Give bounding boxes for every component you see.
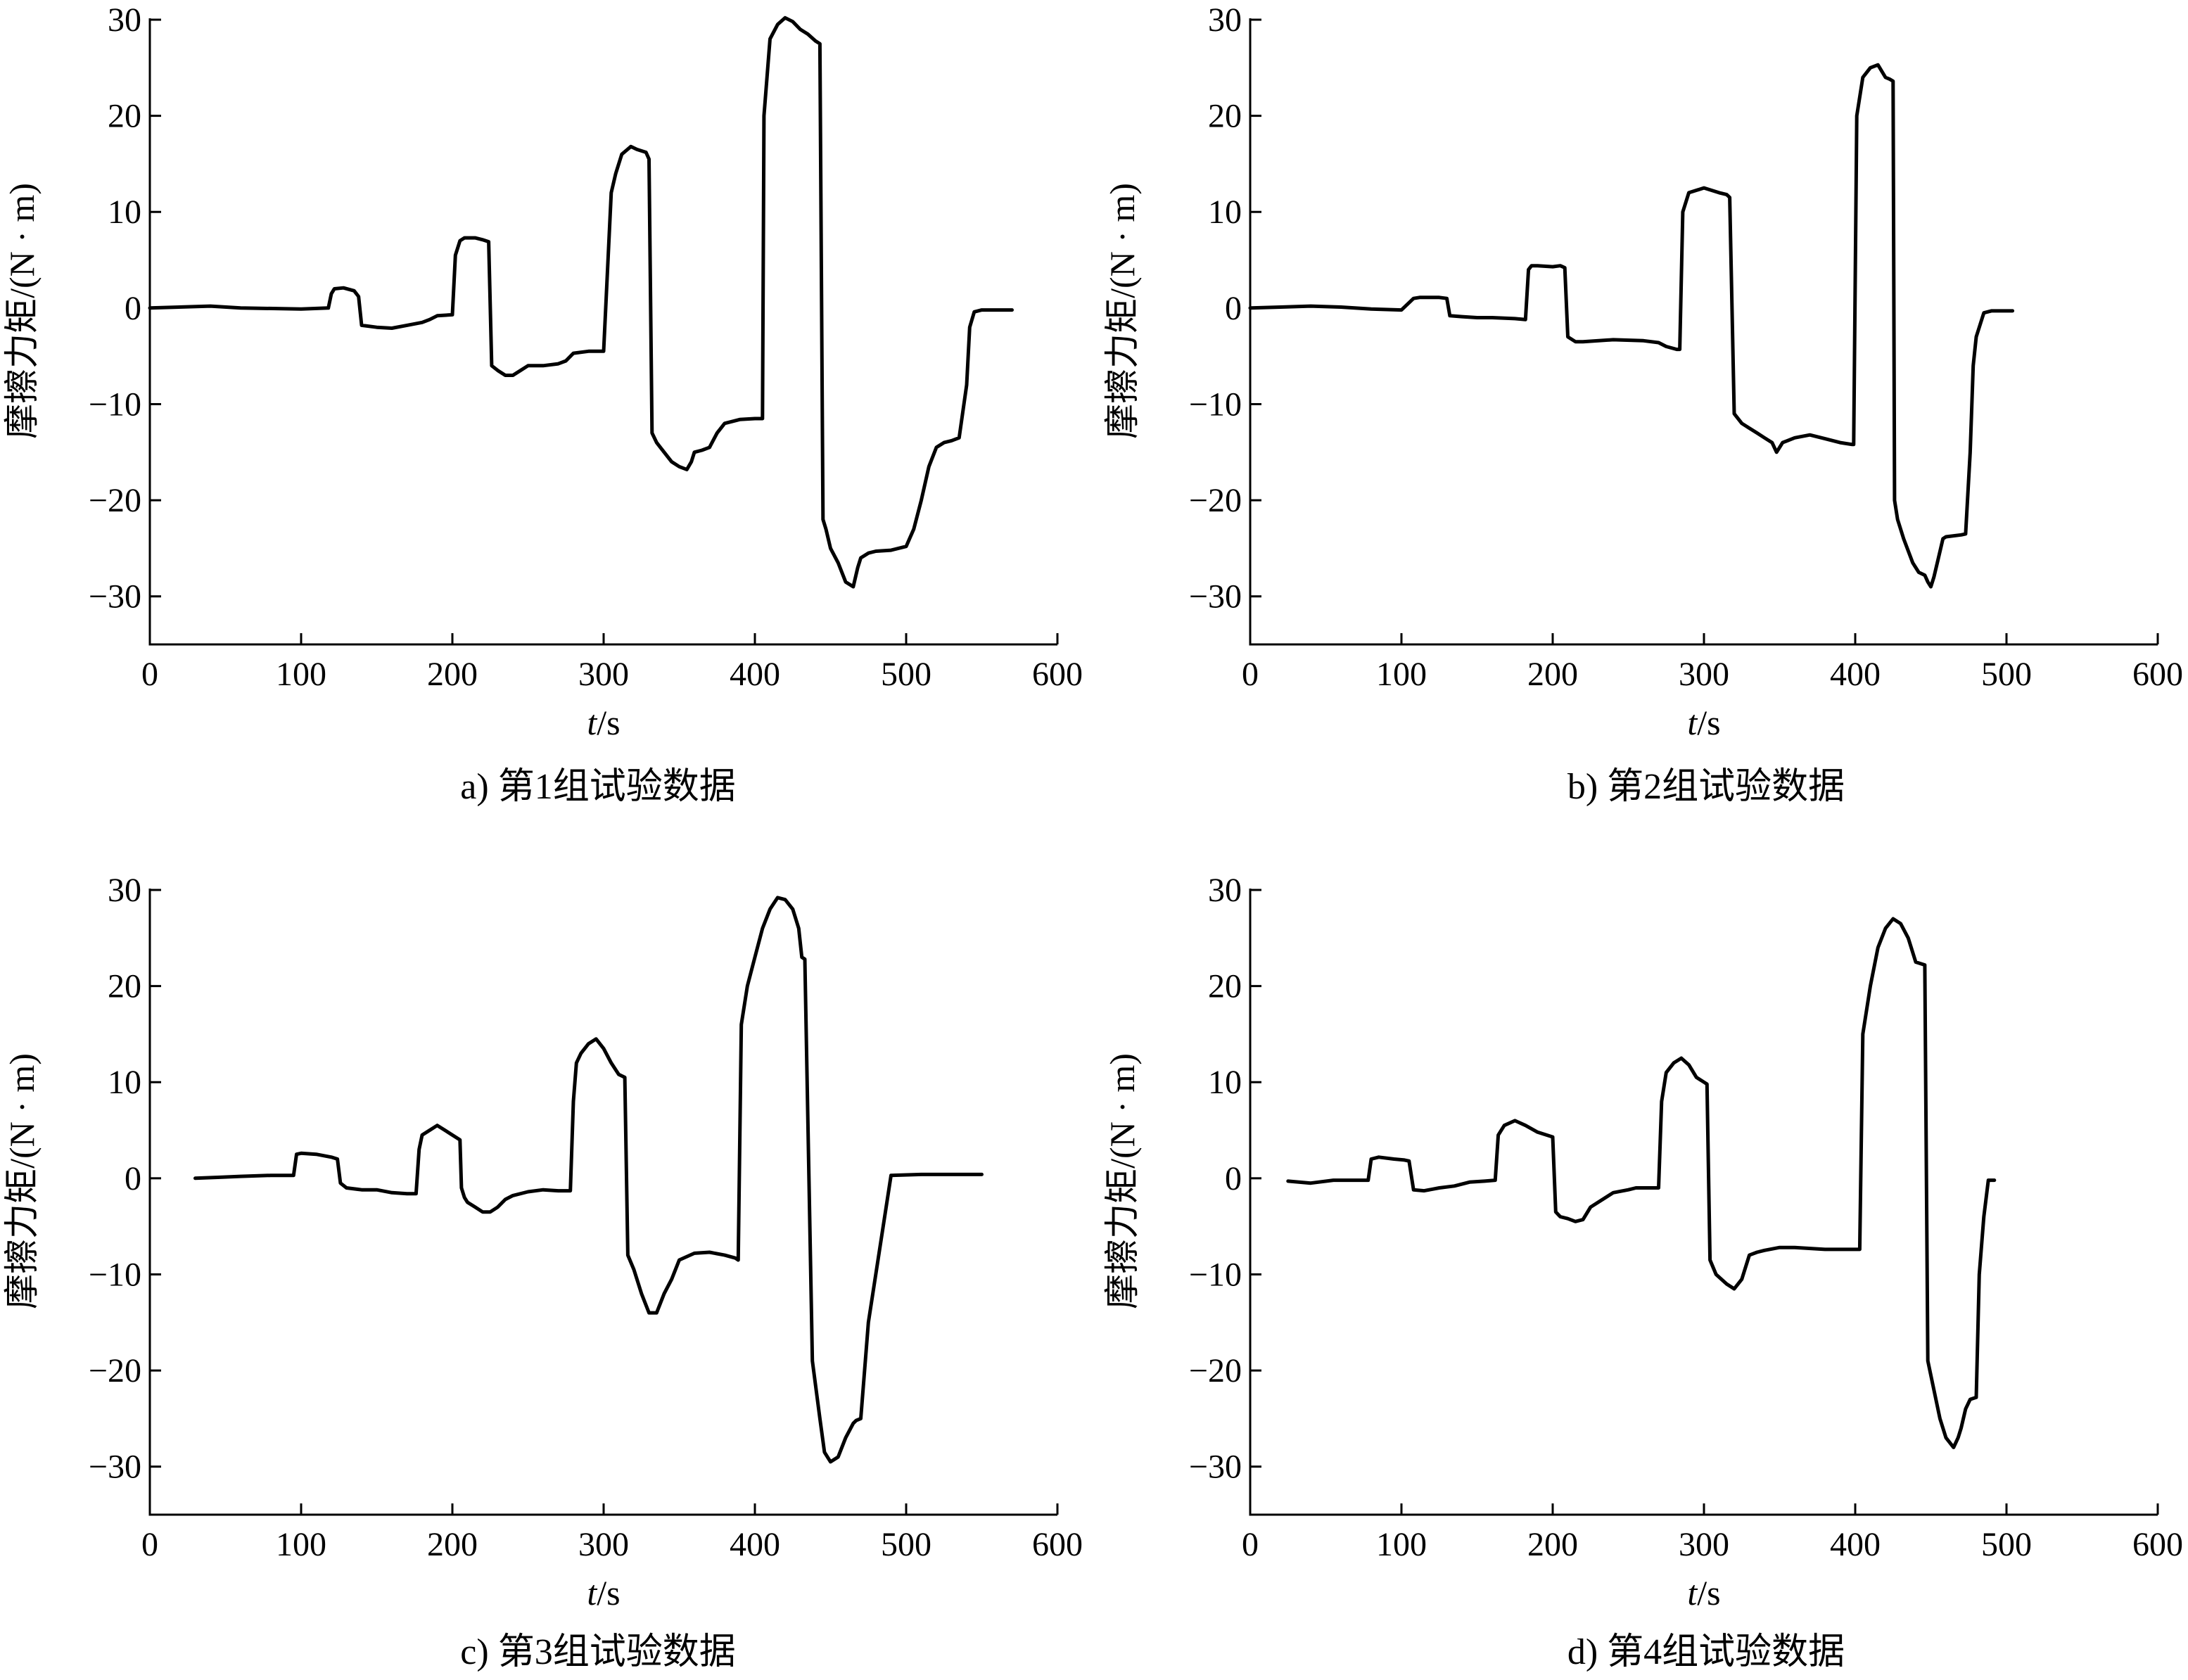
y-tick-label: 30 (108, 872, 141, 909)
y-tick-label: −30 (89, 578, 141, 616)
x-tick-label: 300 (1679, 1526, 1729, 1563)
panel-caption: c) 第3组试验数据 (460, 1632, 735, 1672)
y-tick-label: −10 (1189, 386, 1242, 423)
y-tick-label: −10 (89, 386, 141, 423)
x-tick-label: 0 (1242, 656, 1259, 693)
x-tick-label: 600 (1032, 656, 1083, 693)
x-tick-label: 200 (1527, 656, 1578, 693)
y-tick-label: 20 (1208, 968, 1242, 1005)
x-tick-label: 100 (1376, 1526, 1427, 1563)
y-tick-label: 30 (1208, 872, 1242, 909)
y-tick-label: −20 (89, 1352, 141, 1389)
x-tick-label: 0 (141, 656, 158, 693)
y-tick-label: 10 (1208, 1064, 1242, 1101)
y-tick-label: −20 (1189, 482, 1242, 519)
axis-lines (148, 889, 1057, 1516)
panel-caption: a) 第1组试验数据 (460, 767, 735, 807)
series-line-1 (148, 15, 1014, 589)
x-tick-label: 100 (276, 656, 326, 693)
x-tick-label: 400 (1830, 1526, 1881, 1563)
y-tick-label: −20 (89, 482, 141, 519)
series-line-1 (1248, 63, 2015, 589)
y-tick-label: −30 (1189, 1449, 1242, 1486)
x-tick-label: 500 (1981, 1526, 2032, 1563)
x-axis-unit: /s (1697, 1573, 1720, 1612)
x-tick-label: 200 (427, 656, 478, 693)
x-tick-label: 200 (427, 1526, 478, 1563)
panel-caption: d) 第4组试验数据 (1567, 1632, 1845, 1672)
x-tick-label: 400 (730, 656, 780, 693)
y-tick-label: −30 (89, 1449, 141, 1486)
x-tick-label: 0 (141, 1526, 158, 1563)
y-axis-title: 摩擦力矩/(N · m) (2, 183, 42, 439)
x-tick-label: 600 (2132, 1526, 2183, 1563)
y-tick-label: 0 (125, 290, 141, 327)
x-tick-label: 0 (1242, 1526, 1259, 1563)
x-tick-label: 300 (578, 656, 629, 693)
x-tick-label: 500 (881, 656, 931, 693)
series-line-1 (1286, 917, 1997, 1449)
x-tick-label: 300 (1679, 656, 1729, 693)
x-tick-label: 500 (881, 1526, 931, 1563)
y-tick-label: −30 (1189, 578, 1242, 616)
y-tick-label: 0 (125, 1160, 141, 1197)
y-tick-label: 20 (1208, 98, 1242, 135)
y-tick-label: 20 (108, 968, 141, 1005)
y-axis-title: 摩擦力矩/(N · m) (1102, 1053, 1142, 1309)
axis-lines (1249, 18, 2158, 646)
series-line-1 (193, 896, 984, 1464)
x-tick-label: 100 (276, 1526, 326, 1563)
x-axis-variable: t (1687, 1573, 1698, 1612)
x-tick-label: 200 (1527, 1526, 1578, 1563)
y-tick-label: 0 (1225, 1160, 1242, 1197)
x-axis-title: t/s (587, 1573, 620, 1612)
y-tick-label: 10 (108, 193, 141, 231)
x-axis-title: t/s (587, 703, 620, 742)
axis-lines (1249, 889, 2158, 1516)
x-tick-label: 400 (1830, 656, 1881, 693)
x-axis-unit: /s (597, 703, 620, 742)
y-tick-label: 30 (108, 1, 141, 39)
y-tick-label: 20 (108, 98, 141, 135)
x-axis-variable: t (1687, 703, 1698, 742)
y-tick-label: −10 (89, 1256, 141, 1293)
x-axis-title: t/s (1687, 703, 1720, 742)
x-axis-unit: /s (597, 1573, 620, 1612)
x-tick-label: 600 (1032, 1526, 1083, 1563)
y-tick-label: 0 (1225, 290, 1242, 327)
x-axis-variable: t (587, 1573, 597, 1612)
y-tick-label: 30 (1208, 1, 1242, 39)
x-axis-title: t/s (1687, 1573, 1720, 1612)
x-tick-label: 600 (2132, 656, 2183, 693)
x-axis-variable: t (587, 703, 597, 742)
y-tick-label: 10 (1208, 193, 1242, 231)
y-axis-title: 摩擦力矩/(N · m) (2, 1053, 42, 1309)
x-tick-label: 300 (578, 1526, 629, 1563)
y-tick-label: −10 (1189, 1256, 1242, 1293)
y-tick-label: −20 (1189, 1352, 1242, 1389)
y-tick-label: 10 (108, 1064, 141, 1101)
y-axis-title: 摩擦力矩/(N · m) (1102, 183, 1142, 439)
x-axis-unit: /s (1697, 703, 1720, 742)
x-tick-label: 100 (1376, 656, 1427, 693)
x-tick-label: 500 (1981, 656, 2032, 693)
x-tick-label: 400 (730, 1526, 780, 1563)
panel-caption: b) 第2组试验数据 (1567, 767, 1845, 807)
